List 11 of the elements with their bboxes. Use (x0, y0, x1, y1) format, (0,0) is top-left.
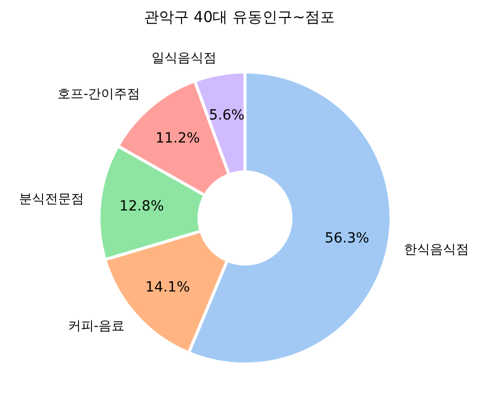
chart-title: 관악구 40대 유동인구~점포 (142, 8, 336, 28)
slice-label: 일식음식점 (152, 51, 217, 66)
slice-label: 분식전문점 (19, 192, 84, 208)
data-label: 56.3% (324, 230, 370, 246)
data-label: 14.1% (145, 280, 190, 296)
data-label: 11.2% (155, 130, 200, 147)
slice-label: 커피-음료 (68, 318, 124, 334)
slice-label: 호프-간이주점 (57, 86, 140, 102)
data-label: 5.6% (209, 108, 245, 124)
data-label: 12.8% (119, 198, 164, 214)
slice-label: 한식음식점 (404, 242, 469, 258)
